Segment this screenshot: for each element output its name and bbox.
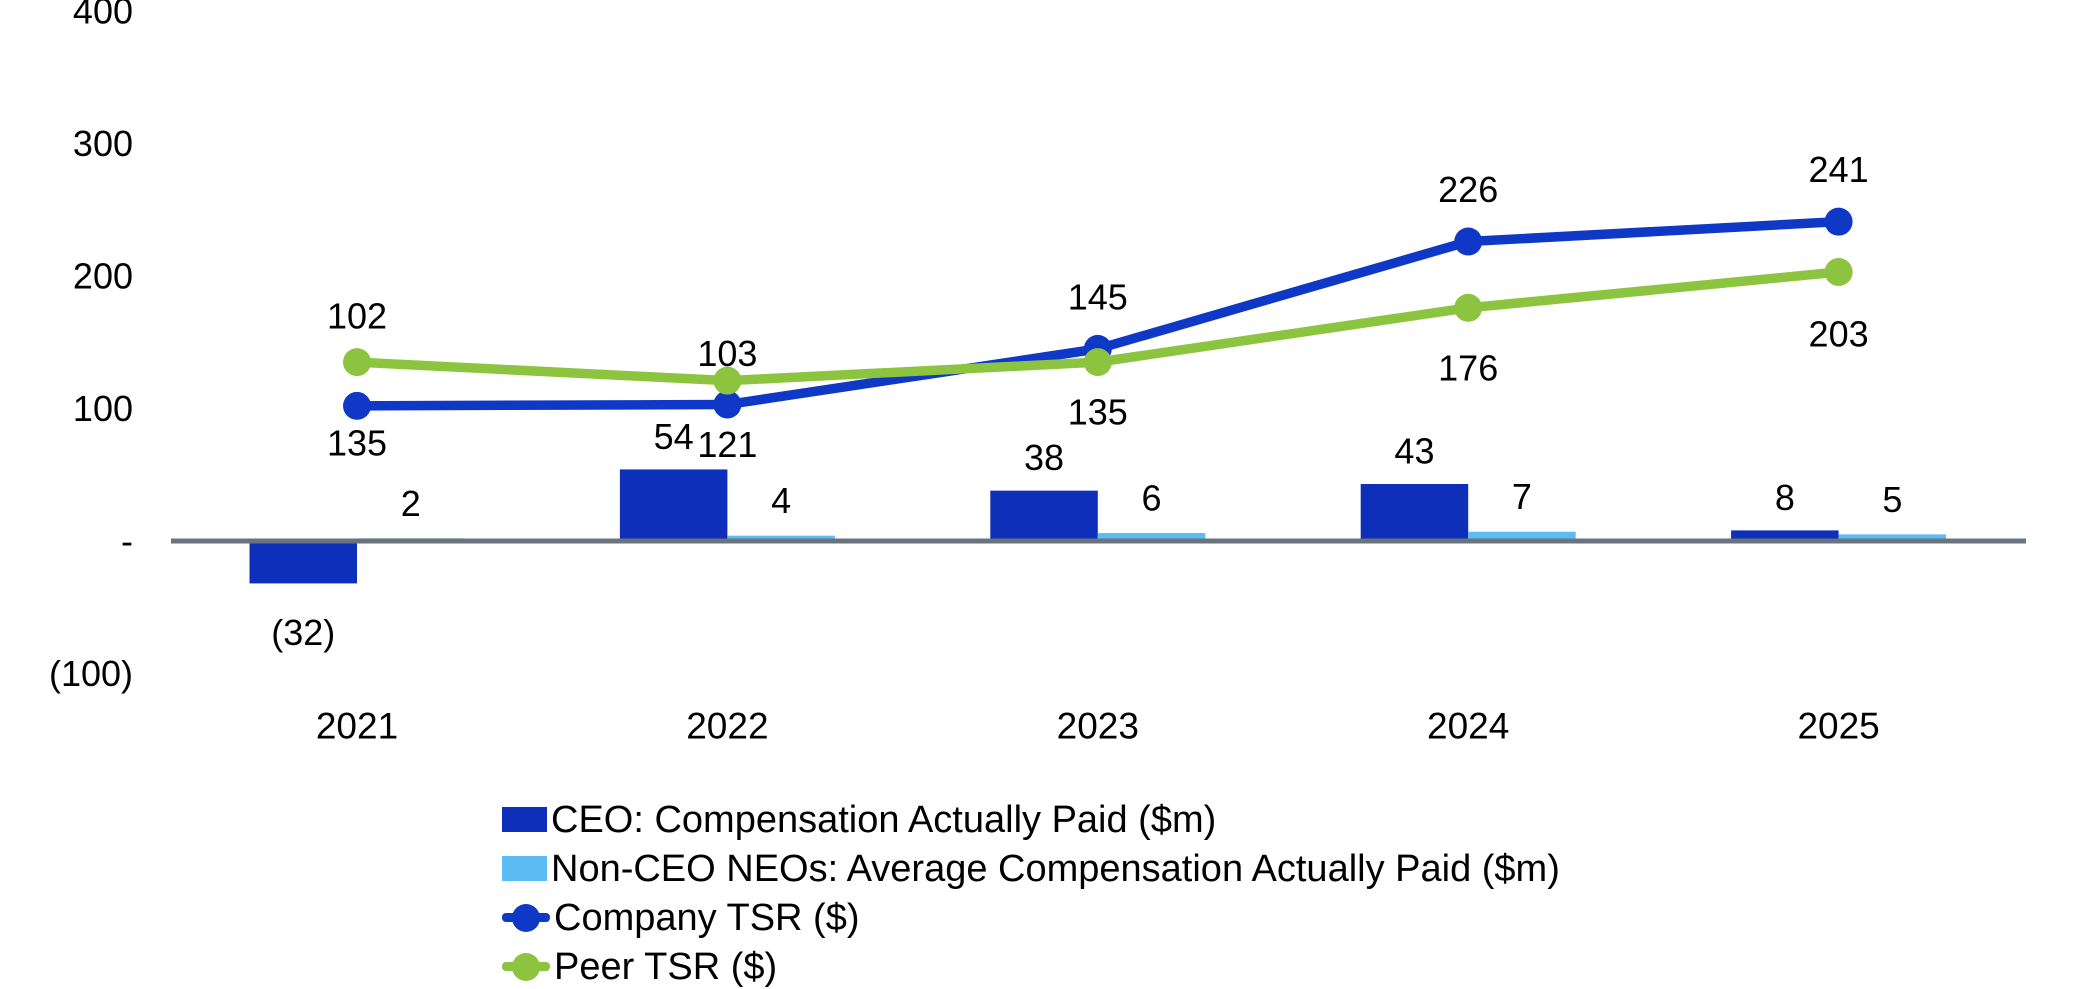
company-tsr-value-label: 226 [1438,169,1498,210]
legend-swatch-peer-line [502,952,550,981]
peer-tsr-point [1824,258,1853,287]
x-axis-year-label: 2022 [686,706,768,747]
company-tsr-point [713,390,742,419]
company-tsr-value-label: 145 [1068,276,1128,317]
legend-item-peer-tsr: Peer TSR ($) [502,942,1560,989]
company-tsr-point [343,391,371,420]
legend-swatch-company-line [502,903,550,932]
company-tsr-value-label: 103 [697,333,757,374]
neo-cap-bar [727,535,835,541]
company-tsr-point [1824,207,1853,236]
peer-marker-icon [512,952,540,981]
y-axis-tick-labels: 400 300 200 100 - (100) [49,0,133,694]
ceo-cap-bar [990,490,1098,541]
peer-tsr-point [343,348,371,377]
company-tsr-value-label: 102 [327,296,387,337]
ceo-cap-value-label: 38 [1024,437,1064,478]
peer-tsr-value-label: 176 [1438,347,1498,388]
ceo-cap-bar [619,469,728,541]
ceo-cap-value-label: 43 [1394,431,1434,472]
y-axis-tick-label: 200 [73,256,133,297]
peer-tsr-point [713,366,742,395]
peer-tsr-point [1083,348,1112,377]
chart-legend: CEO: Compensation Actually Paid ($m) Non… [502,795,1560,989]
y-axis-tick-label: 300 [73,123,133,164]
company-marker-icon [512,903,540,932]
x-axis-year-label: 2025 [1797,706,1879,747]
peer-tsr-point [1454,293,1483,322]
y-axis-tick-label: - [121,521,133,562]
ceo-cap-value-label: 54 [654,416,694,457]
y-axis-tick-label: (100) [49,653,133,694]
legend-label-company-tsr: Company TSR ($) [554,896,860,939]
y-axis-tick-label: 400 [73,0,133,32]
legend-label-ceo-cap: CEO: Compensation Actually Paid ($m) [551,798,1217,841]
legend-swatch-ceo-bar [502,807,547,832]
ceo-cap-bar [249,541,357,584]
legend-item-ceo-cap: CEO: Compensation Actually Paid ($m) [502,795,1560,844]
bar-value-labels: (32) 2 54 4 38 6 43 7 8 5 [271,416,1902,653]
y-axis-tick-label: 100 [73,388,133,429]
peer-tsr-value-label: 203 [1809,314,1869,355]
x-axis-year-label: 2023 [1057,706,1139,747]
legend-label-neo-cap: Non-CEO NEOs: Average Compensation Actua… [551,847,1560,890]
legend-item-company-tsr: Company TSR ($) [502,893,1560,942]
ceo-cap-bar [1360,484,1469,541]
ceo-cap-value-label: (32) [271,612,335,653]
peer-tsr-value-label: 135 [327,422,387,463]
x-axis-year-label: 2021 [316,706,398,747]
company-tsr-value-label: 241 [1809,149,1869,190]
ceo-cap-value-label: 8 [1775,477,1795,518]
neo-cap-value-label: 7 [1512,476,1532,517]
neo-cap-value-label: 4 [771,480,791,521]
neo-cap-bar [1838,534,1947,541]
neo-cap-value-label: 5 [1882,479,1902,520]
legend-swatch-neo-bar [502,856,547,881]
neo-cap-value-label: 2 [401,483,421,524]
peer-tsr-value-label: 135 [1068,392,1128,433]
neo-cap-bar [1097,533,1206,541]
legend-item-neo-cap: Non-CEO NEOs: Average Compensation Actua… [502,844,1560,893]
bar-series-ceo-cap [249,469,1839,584]
tsr-value-labels: 102 135 103 121 145 135 226 176 241 203 [327,149,1869,465]
neo-cap-bar [1468,531,1576,541]
company-tsr-point [1454,227,1483,256]
x-axis-year-labels: 2021 2022 2023 2024 2025 [316,706,1880,747]
neo-cap-value-label: 6 [1142,478,1162,519]
ceo-cap-bar [1731,530,1839,541]
legend-label-peer-tsr: Peer TSR ($) [554,945,778,988]
peer-tsr-value-label: 121 [697,424,757,465]
x-axis-year-label: 2024 [1427,706,1509,747]
